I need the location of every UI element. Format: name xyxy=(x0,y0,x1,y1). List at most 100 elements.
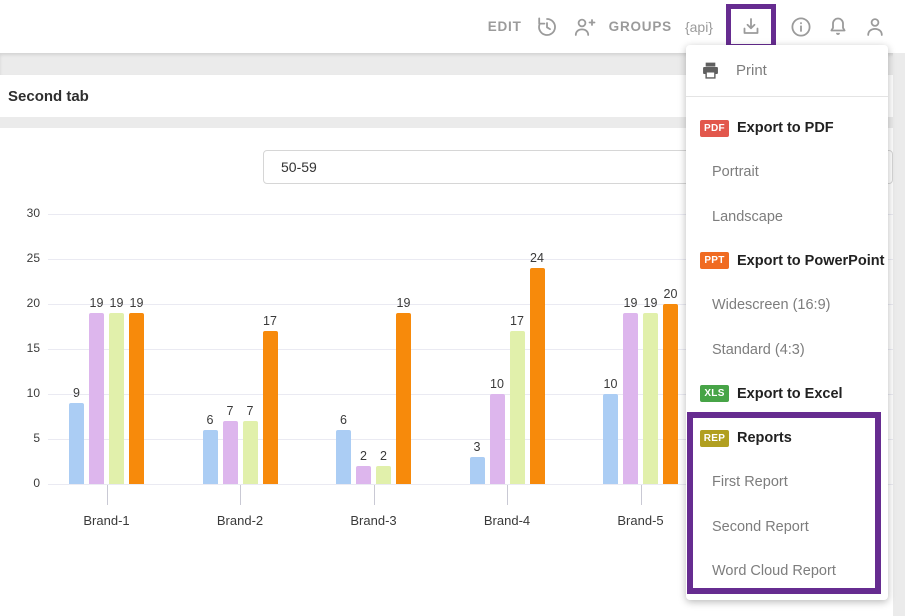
bar-value-label: 19 xyxy=(109,296,124,310)
bar-brand-4-series4[interactable] xyxy=(529,268,545,484)
x-axis-tick xyxy=(106,485,108,505)
printer-icon xyxy=(703,62,718,79)
menu-header-label: Export to PowerPoint xyxy=(737,252,885,269)
y-axis-tick-label: 25 xyxy=(26,251,40,265)
y-axis-tick-label: 15 xyxy=(26,341,40,355)
menu-item-word-cloud-report[interactable]: Word Cloud Report xyxy=(686,549,888,593)
menu-item-widescreen-16-9[interactable]: Widescreen (16:9) xyxy=(686,283,888,327)
bar-brand-5-series2[interactable] xyxy=(623,313,638,484)
bar-brand-5-series3[interactable] xyxy=(643,313,658,484)
profile-icon[interactable] xyxy=(863,15,887,39)
bar-brand-1-series2[interactable] xyxy=(89,313,104,484)
bar-value-label: 17 xyxy=(510,314,524,328)
menu-option-label: Portrait xyxy=(712,164,759,181)
gridline xyxy=(48,214,893,215)
x-axis-category-label: Brand-1 xyxy=(83,513,130,528)
bar-brand-2-series3[interactable] xyxy=(242,421,258,484)
groups-button[interactable]: GROUPS xyxy=(608,19,672,34)
api-icon[interactable]: {api} xyxy=(684,18,713,35)
x-axis-tick xyxy=(640,485,642,505)
download-highlight-annotation xyxy=(726,4,776,49)
bar-value-label: 9 xyxy=(73,386,80,400)
gridline xyxy=(48,484,893,485)
divider-band-top xyxy=(0,53,905,75)
menu-item-reports[interactable]: REP Reports xyxy=(686,416,888,460)
gridline xyxy=(48,439,893,440)
x-axis-category-label: Brand-2 xyxy=(216,513,264,528)
history-icon[interactable] xyxy=(535,15,559,39)
tab-second-tab[interactable]: Second tab xyxy=(8,87,89,105)
download-icon[interactable] xyxy=(739,15,763,39)
bar-value-label: 17 xyxy=(263,314,277,328)
bar-value-label: 2 xyxy=(380,449,387,463)
menu-option-label: Widescreen (16:9) xyxy=(712,297,831,314)
pdf-badge-icon: PDF xyxy=(700,119,729,137)
menu-item-export-to-powerpoint[interactable]: PPT Export to PowerPoint xyxy=(686,239,888,283)
bar-value-label: 10 xyxy=(603,377,618,391)
bar-value-label: 24 xyxy=(530,251,544,265)
menu-item-print[interactable]: Print xyxy=(686,45,888,95)
menu-item-export-to-pdf[interactable]: PDF Export to PDF xyxy=(686,106,888,150)
bar-brand-1-series4[interactable] xyxy=(129,313,144,484)
bar-brand-2-series2[interactable] xyxy=(222,421,238,484)
gridline xyxy=(48,304,893,305)
add-person-icon[interactable] xyxy=(572,15,596,39)
notifications-bell-icon[interactable] xyxy=(826,15,850,39)
bar-brand-1-series1[interactable] xyxy=(69,403,84,484)
bar-brand-4-series1[interactable] xyxy=(469,457,485,484)
y-axis-tick-label: 10 xyxy=(26,386,40,400)
x-axis-category-label: Brand-5 xyxy=(617,513,664,528)
bar-brand-4-series2[interactable] xyxy=(489,394,505,484)
x-axis-category-label: Brand-3 xyxy=(350,513,397,528)
bar-value-label: 6 xyxy=(340,413,347,427)
menu-option-label: Word Cloud Report xyxy=(712,563,836,579)
menu-item-export-to-excel[interactable]: XLS Export to Excel xyxy=(686,372,888,416)
bar-value-label: 19 xyxy=(129,296,144,310)
menu-item-landscape[interactable]: Landscape xyxy=(686,195,888,239)
bar-brand-3-series1[interactable] xyxy=(336,430,351,484)
bar-brand-3-series3[interactable] xyxy=(376,466,391,484)
bar-value-label: 6 xyxy=(206,413,214,427)
y-axis-tick-label: 5 xyxy=(33,431,40,445)
rep-badge-icon: REP xyxy=(700,429,729,447)
x-axis-tick xyxy=(373,485,375,505)
bar-brand-1-series3[interactable] xyxy=(109,313,124,484)
bar-brand-3-series2[interactable] xyxy=(356,466,371,484)
info-icon[interactable] xyxy=(789,15,813,39)
bar-value-label: 7 xyxy=(226,404,234,418)
menu-divider xyxy=(686,96,888,97)
x-axis-tick xyxy=(507,485,508,505)
reports-highlight-annotation xyxy=(687,412,881,594)
menu-option-label: Second Report xyxy=(712,518,809,535)
right-margin-strip xyxy=(893,53,905,616)
bar-value-label: 3 xyxy=(473,440,481,454)
bar-brand-2-series4[interactable] xyxy=(262,331,278,484)
bar-value-label: 20 xyxy=(663,287,678,301)
menu-option-label: Landscape xyxy=(712,208,783,225)
top-toolbar: EDIT GROUPS {api} xyxy=(0,0,905,53)
menu-item-standard-4-3[interactable]: Standard (4:3) xyxy=(686,328,888,372)
bar-value-label: 19 xyxy=(89,296,104,310)
bar-value-label: 2 xyxy=(360,449,367,463)
menu-item-portrait[interactable]: Portrait xyxy=(686,150,888,194)
edit-button[interactable]: EDIT xyxy=(487,19,522,34)
bar-value-label: 10 xyxy=(490,377,504,391)
menu-item-first-report[interactable]: First Report xyxy=(686,460,888,504)
menu-item-second-report[interactable]: Second Report xyxy=(686,505,888,549)
y-axis-tick-label: 0 xyxy=(33,476,40,490)
menu-header-label: Reports xyxy=(737,430,792,447)
divider-band-bottom xyxy=(0,117,905,128)
menu-header-label: Export to Excel xyxy=(737,385,843,402)
gridline xyxy=(48,259,893,260)
menu-option-label: First Report xyxy=(712,474,788,491)
print-label: Print xyxy=(736,61,767,79)
y-axis-tick-label: 20 xyxy=(26,296,40,310)
bar-brand-2-series1[interactable] xyxy=(202,430,218,484)
bar-brand-5-series4[interactable] xyxy=(663,304,678,484)
bar-brand-3-series4[interactable] xyxy=(396,313,411,484)
menu-header-label: Export to PDF xyxy=(737,120,834,136)
bar-brand-5-series1[interactable] xyxy=(603,394,618,484)
bar-brand-4-series3[interactable] xyxy=(509,331,525,484)
xls-badge-icon: XLS xyxy=(700,385,729,403)
